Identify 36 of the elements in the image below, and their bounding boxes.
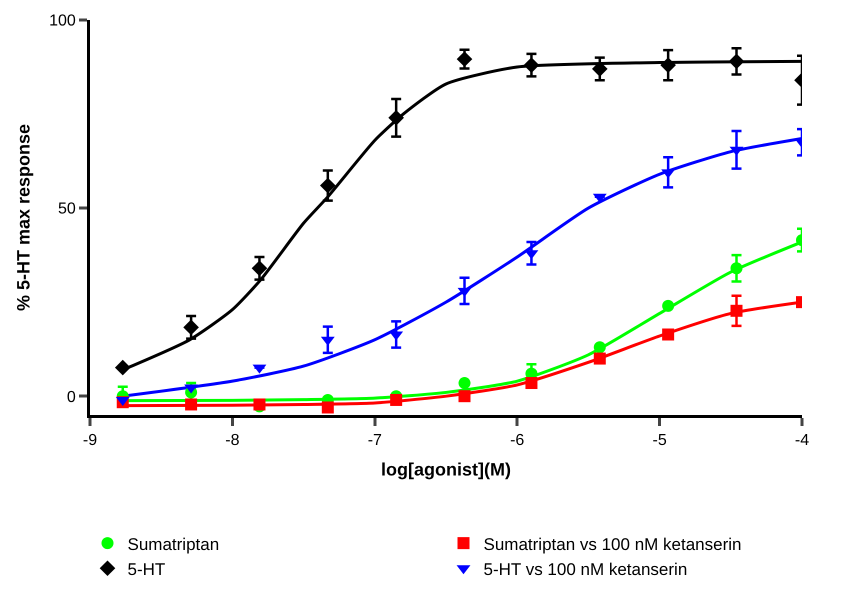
legend-label: 5-HT vs 100 nM ketanserin xyxy=(484,560,688,579)
point xyxy=(525,377,538,390)
point xyxy=(594,352,606,365)
x-tick-label: -6 xyxy=(510,432,524,450)
legend-label: Sumatriptan vs 100 nM ketanserin xyxy=(484,534,742,554)
x-tick-label: -5 xyxy=(652,432,667,450)
point xyxy=(730,262,742,274)
y-tick-label: 100 xyxy=(49,12,76,30)
point xyxy=(252,260,268,276)
x-tick-label: -8 xyxy=(225,432,240,450)
y-tick-label: 0 xyxy=(66,388,76,406)
point xyxy=(183,320,199,336)
point xyxy=(594,341,606,354)
y-tick-label: 50 xyxy=(58,200,76,218)
x-tick-label: -9 xyxy=(82,432,98,450)
point xyxy=(524,57,540,73)
point xyxy=(114,360,131,376)
x-tick-label: -7 xyxy=(368,432,382,450)
point xyxy=(322,401,334,414)
point xyxy=(662,300,674,312)
point xyxy=(185,398,198,410)
x-tick-label: -4 xyxy=(794,432,810,450)
point xyxy=(660,57,676,73)
x-axis-title: log[agonist](M) xyxy=(381,459,511,480)
point xyxy=(662,328,674,340)
point xyxy=(458,377,471,390)
point xyxy=(456,51,472,67)
y-axis-title: % 5-HT max response xyxy=(13,124,34,312)
point xyxy=(388,110,404,126)
point xyxy=(458,390,471,402)
point xyxy=(390,394,402,406)
legend-label: 5-HT xyxy=(128,560,166,579)
point xyxy=(728,54,744,70)
point xyxy=(320,178,336,194)
legend-label: Sumatriptan xyxy=(128,534,220,554)
point xyxy=(730,304,742,317)
